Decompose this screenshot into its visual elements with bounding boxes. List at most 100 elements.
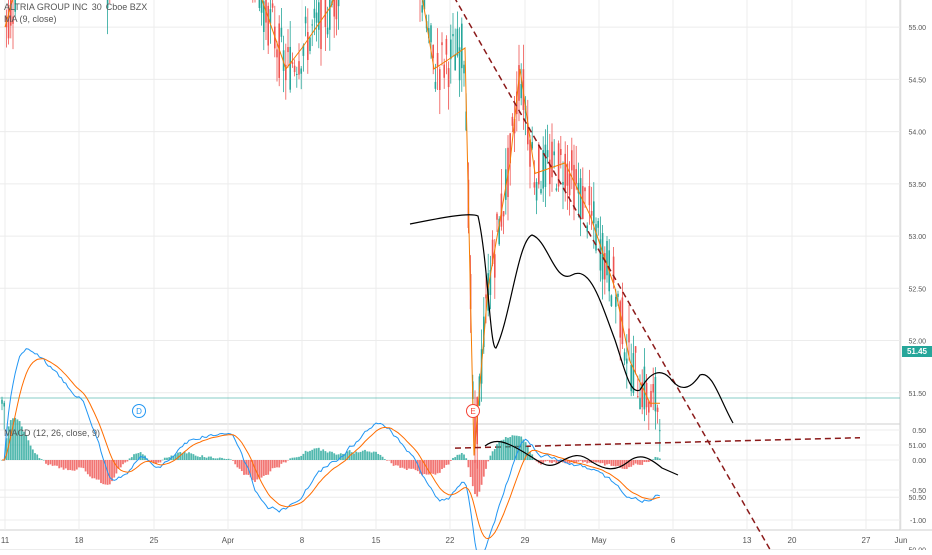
candle-body bbox=[601, 233, 604, 280]
macd-histogram-bar bbox=[350, 452, 353, 460]
macd-histogram-bar bbox=[190, 453, 193, 460]
macd-histogram-bar bbox=[25, 435, 28, 460]
candle-body bbox=[318, 2, 320, 30]
macd-projection-drawing bbox=[484, 440, 679, 476]
time-tick-label: 11 bbox=[1, 536, 10, 545]
macd-histogram-bar bbox=[159, 460, 162, 463]
macd-histogram-bar bbox=[67, 460, 69, 471]
candle-body bbox=[441, 42, 443, 46]
macd-histogram-bar bbox=[370, 452, 373, 460]
macd-histogram-bar bbox=[399, 460, 402, 468]
macd-histogram-bar bbox=[196, 456, 199, 460]
candle-body bbox=[529, 139, 531, 167]
macd-line bbox=[1, 348, 660, 555]
macd-histogram-bar bbox=[238, 460, 241, 469]
candle-body bbox=[560, 149, 562, 156]
macd-histogram-bar bbox=[313, 448, 316, 460]
macd-histogram-bar bbox=[23, 431, 25, 460]
macd-histogram-bar bbox=[386, 460, 388, 461]
macd-histogram-bar bbox=[390, 460, 393, 464]
macd-legend: MACD (12, 26, close, 9) bbox=[4, 428, 104, 438]
candle-body bbox=[494, 254, 496, 278]
macd-histogram-bar bbox=[403, 460, 406, 469]
candle-body bbox=[485, 294, 487, 299]
event-marker-label: E bbox=[470, 407, 475, 416]
macd-histogram-bar bbox=[467, 460, 470, 468]
macd-histogram-bar bbox=[7, 426, 10, 460]
macd-histogram-bar bbox=[56, 460, 58, 466]
macd-histogram-bar bbox=[317, 447, 320, 460]
macd-histogram-bar bbox=[71, 460, 74, 471]
candle-body bbox=[271, 3, 274, 8]
candle-body bbox=[489, 269, 492, 295]
candle-body bbox=[502, 211, 505, 217]
current-price-tag: 51.45 bbox=[902, 346, 932, 357]
ma-legend: MA (9, close) bbox=[4, 14, 61, 24]
macd-histogram-bar bbox=[333, 453, 336, 460]
macd-histogram-bar bbox=[553, 460, 556, 462]
macd-histogram-bar bbox=[166, 457, 168, 460]
candle-body bbox=[606, 241, 608, 276]
macd-histogram-bar bbox=[434, 460, 437, 475]
candle-body bbox=[538, 144, 540, 185]
candle-body bbox=[509, 133, 511, 164]
macd-histogram-bar bbox=[551, 460, 553, 464]
macd-histogram-bar bbox=[168, 457, 171, 460]
macd-histogram-bar bbox=[31, 449, 34, 460]
candle-body bbox=[590, 210, 593, 216]
macd-histogram-bar bbox=[199, 457, 201, 460]
macd-histogram-bar bbox=[111, 460, 113, 482]
macd-histogram-bar bbox=[460, 452, 463, 460]
macd-histogram-bar bbox=[447, 460, 450, 465]
macd-histogram-bar bbox=[322, 449, 325, 460]
macd-histogram-bar bbox=[597, 460, 600, 463]
macd-histogram-bar bbox=[14, 417, 17, 460]
candle-body bbox=[659, 430, 661, 432]
macd-histogram-bar bbox=[449, 460, 452, 461]
macd-histogram-bar bbox=[617, 460, 619, 466]
macd-histogram-bar bbox=[421, 460, 424, 476]
macd-histogram-bar bbox=[69, 460, 72, 471]
macd-histogram-bar bbox=[643, 460, 646, 462]
macd-histogram-bar bbox=[480, 460, 483, 485]
macd-histogram-bar bbox=[291, 457, 294, 460]
candle-body bbox=[555, 188, 558, 191]
macd-histogram-bar bbox=[348, 450, 351, 460]
macd-histogram-bar bbox=[51, 460, 54, 466]
candle-body bbox=[535, 182, 538, 201]
macd-histogram-bar bbox=[465, 458, 468, 460]
macd-histogram-bar bbox=[260, 460, 263, 478]
macd-histogram-bar bbox=[155, 460, 157, 464]
macd-histogram-bar bbox=[405, 460, 408, 470]
candle-body bbox=[568, 173, 571, 196]
macd-histogram-bar bbox=[548, 460, 551, 463]
candle-body bbox=[307, 32, 309, 60]
macd-histogram-bar bbox=[320, 450, 322, 460]
macd-histogram-bar bbox=[463, 454, 465, 460]
macd-histogram-bar bbox=[249, 460, 252, 478]
symbol-legend: ALTRIA GROUP INC 30 Cboe BZX bbox=[4, 2, 151, 12]
macd-histogram-bar bbox=[625, 460, 628, 469]
macd-histogram-bar bbox=[225, 459, 228, 460]
candle-body bbox=[626, 358, 628, 364]
macd-histogram-bar bbox=[201, 455, 204, 460]
candle-body bbox=[621, 297, 624, 345]
candle-body bbox=[566, 163, 569, 186]
candle-body bbox=[276, 49, 278, 58]
candle-body bbox=[577, 182, 580, 194]
macd-histogram-bar bbox=[148, 460, 151, 461]
macd-histogram-bar bbox=[84, 460, 87, 472]
macd-histogram-bar bbox=[117, 460, 120, 469]
macd-histogram-bar bbox=[361, 450, 364, 460]
macd-histogram-bar bbox=[364, 449, 366, 460]
macd-tick-label: -1.00 bbox=[910, 518, 926, 525]
candle-body bbox=[546, 150, 549, 158]
macd-histogram-bar bbox=[632, 460, 635, 466]
macd-histogram-bar bbox=[135, 453, 138, 460]
macd-histogram-bar bbox=[524, 442, 527, 460]
macd-histogram-bar bbox=[471, 460, 474, 487]
candle-body bbox=[513, 118, 516, 134]
macd-histogram-bar bbox=[133, 454, 135, 460]
macd-histogram-bar bbox=[126, 460, 129, 462]
